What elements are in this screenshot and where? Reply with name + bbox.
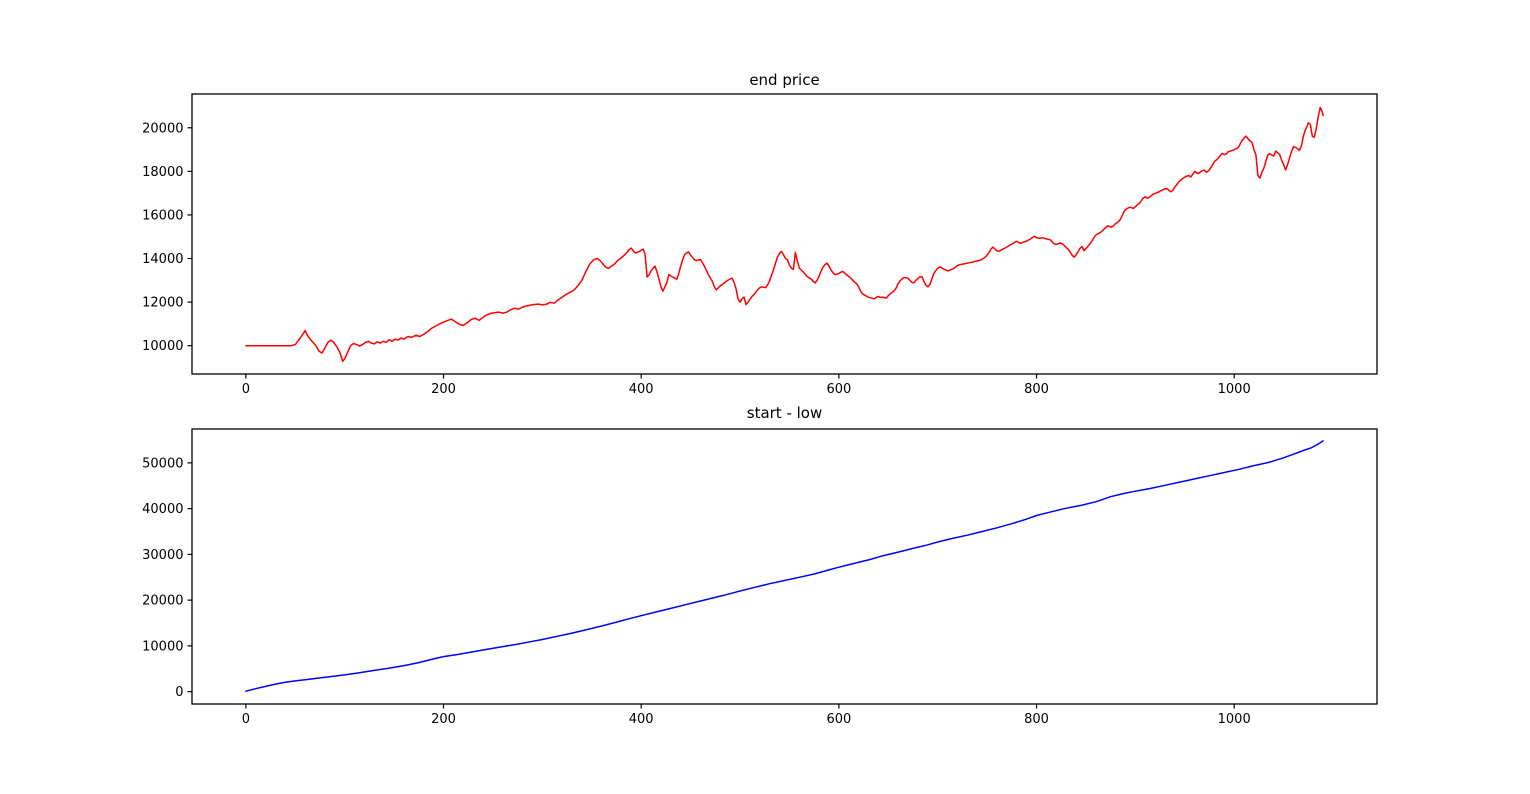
y-tick-label: 0 bbox=[175, 685, 183, 700]
x-tick-label: 800 bbox=[1024, 382, 1049, 397]
x-tick-label: 1000 bbox=[1218, 712, 1251, 727]
y-tick-label: 14000 bbox=[142, 252, 183, 267]
y-tick-label: 50000 bbox=[142, 456, 183, 471]
x-tick-label: 0 bbox=[242, 382, 250, 397]
y-tick-label: 12000 bbox=[142, 296, 183, 311]
y-tick-label: 20000 bbox=[142, 121, 183, 136]
y-tick-label: 16000 bbox=[142, 208, 183, 223]
x-tick-label: 0 bbox=[242, 712, 250, 727]
axes-start-low: 0 200 400 600 800 100001000020000300004000050… bbox=[142, 428, 1378, 727]
y-tick-label: 30000 bbox=[142, 548, 183, 563]
x-tick-label: 400 bbox=[629, 712, 654, 727]
y-tick-label: 40000 bbox=[142, 502, 183, 517]
plot-border-end-price bbox=[191, 93, 1378, 375]
series-line-start-low bbox=[245, 440, 1324, 692]
y-tick-label: 20000 bbox=[142, 594, 183, 609]
x-tick-label: 200 bbox=[431, 382, 456, 397]
plot-border-start-low bbox=[191, 428, 1378, 705]
axes-end-price: 0 200 400 600 800 1000 10000 12000 14000 16000 180… bbox=[142, 93, 1378, 397]
y-tick-label: 18000 bbox=[142, 165, 183, 180]
x-tick-label: 800 bbox=[1024, 712, 1049, 727]
y-tick-label: 10000 bbox=[142, 339, 183, 354]
x-tick-label: 400 bbox=[629, 382, 654, 397]
x-tick-label: 200 bbox=[431, 712, 456, 727]
chart-title-start-low: start - low bbox=[746, 404, 823, 422]
chart-title-end-price: end price bbox=[749, 71, 820, 89]
x-tick-label: 1000 bbox=[1218, 382, 1251, 397]
y-tick-label: 10000 bbox=[142, 639, 183, 654]
x-tick-label: 600 bbox=[826, 712, 851, 727]
series-line-end-price bbox=[245, 106, 1324, 363]
x-tick-label: 600 bbox=[826, 382, 851, 397]
